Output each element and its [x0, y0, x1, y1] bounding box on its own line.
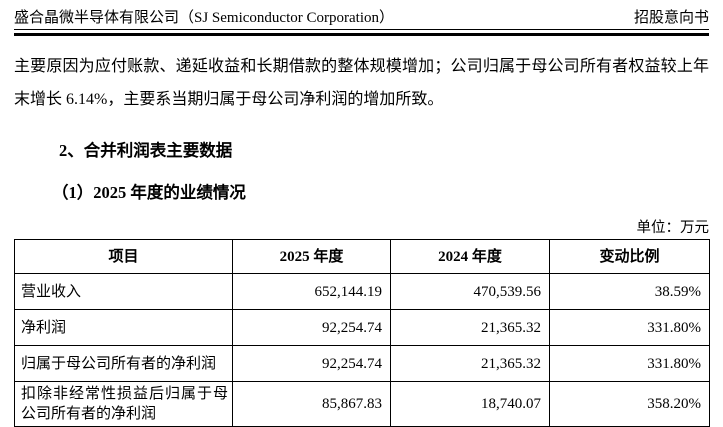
row-value-change: 38.59%	[549, 273, 710, 310]
row-value-2024: 470,539.56	[390, 273, 550, 310]
table-row: 归属于母公司所有者的净利润 92,254.74 21,365.32 331.80…	[14, 345, 710, 382]
row-item-label: 净利润	[14, 309, 233, 346]
row-value-change: 358.20%	[549, 381, 710, 427]
doc-type-label: 招股意向书	[633, 10, 709, 26]
row-item-label: 营业收入	[14, 273, 233, 310]
body-paragraph: 主要原因为应付账款、递延收益和长期借款的整体规模增加；公司归属于母公司所有者权益…	[14, 58, 709, 108]
col-header-item: 项目	[14, 239, 233, 274]
row-value-change: 331.80%	[549, 345, 710, 382]
col-header-2024: 2024 年度	[390, 239, 550, 274]
row-value-change: 331.80%	[549, 309, 710, 346]
row-item-label: 归属于母公司所有者的净利润	[14, 345, 233, 382]
row-item-label: 扣除非经常性损益后归属于母公司所有者的净利润	[14, 381, 233, 427]
unit-label: 单位：万元	[636, 220, 710, 236]
row-value-2024: 21,365.32	[390, 309, 550, 346]
table-row: 营业收入 652,144.19 470,539.56 38.59%	[14, 273, 710, 310]
table-header-row: 项目 2025 年度 2024 年度 变动比例	[14, 239, 710, 274]
section-heading: 2、合并利润表主要数据	[59, 141, 233, 160]
row-value-2024: 21,365.32	[390, 345, 550, 382]
profit-table: 项目 2025 年度 2024 年度 变动比例 营业收入 652,144.19 …	[14, 239, 710, 427]
col-header-2025: 2025 年度	[232, 239, 391, 274]
col-header-change: 变动比例	[549, 239, 710, 274]
row-value-2025: 85,867.83	[232, 381, 391, 427]
header-rule-thick	[14, 33, 709, 36]
row-value-2025: 652,144.19	[232, 273, 391, 310]
header-rule-thin	[14, 29, 709, 30]
table-row: 扣除非经常性损益后归属于母公司所有者的净利润 85,867.83 18,740.…	[14, 381, 710, 427]
row-value-2025: 92,254.74	[232, 345, 391, 382]
company-name: 盛合晶微半导体有限公司（SJ Semiconductor Corporation…	[14, 10, 394, 26]
row-value-2025: 92,254.74	[232, 309, 391, 346]
page-header: 盛合晶微半导体有限公司（SJ Semiconductor Corporation…	[14, 0, 709, 29]
subsection-heading: （1）2025 年度的业绩情况	[52, 183, 246, 202]
table-row: 净利润 92,254.74 21,365.32 331.80%	[14, 309, 710, 346]
row-value-2024: 18,740.07	[390, 381, 550, 427]
